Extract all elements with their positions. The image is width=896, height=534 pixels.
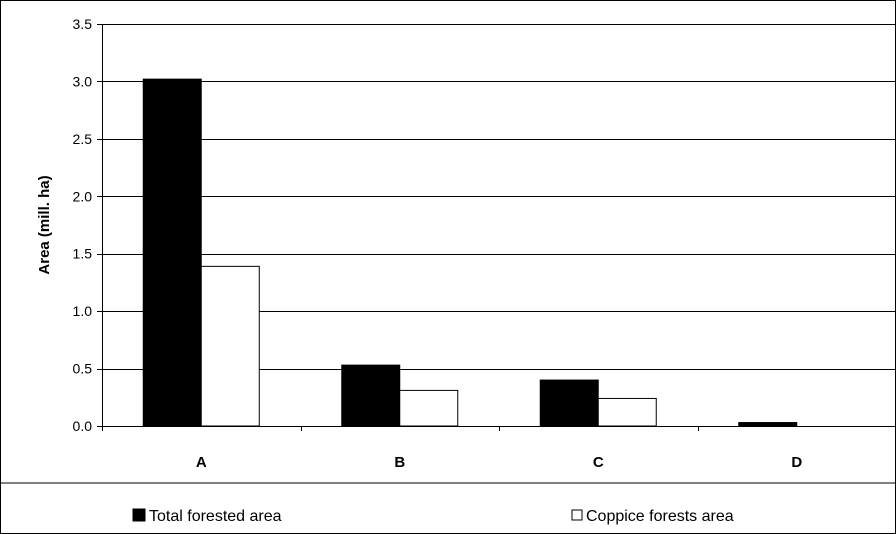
x-tick-labels: A B C D <box>196 454 803 471</box>
x-tick-label: C <box>593 454 604 471</box>
y-tick-label: 1.5 <box>73 246 93 262</box>
y-tick-label: 1.0 <box>73 303 93 319</box>
bar-total-forested-area-a <box>142 78 202 427</box>
y-tick-label: 0.5 <box>73 361 93 377</box>
bar-total-forested-area-c <box>539 379 599 427</box>
y-tick-label: 3.5 <box>73 16 93 32</box>
axes <box>97 24 896 431</box>
x-tick-label: A <box>196 454 207 471</box>
y-tick-label: 3.0 <box>73 73 93 89</box>
legend-swatch-coppice-forests-area <box>571 509 583 521</box>
bar-coppice-forests-area-c <box>597 397 657 427</box>
legend: Total forested area Coppice forests area <box>132 508 734 525</box>
y-tick-label: 2.5 <box>73 131 93 147</box>
legend-label-total-forested-area: Total forested area <box>149 508 282 525</box>
bar-total-forested-area-b <box>341 364 401 427</box>
y-tick-label: 2.0 <box>73 188 93 204</box>
bars <box>142 78 798 427</box>
bar-coppice-forests-area-a <box>200 265 260 427</box>
legend-label-coppice-forests-area: Coppice forests area <box>586 508 734 525</box>
y-tick-labels: 0.0 0.5 1.0 1.5 2.0 2.5 3.0 3.5 <box>73 16 93 434</box>
legend-swatch-total-forested-area <box>132 508 146 522</box>
bar-coppice-forests-area-b <box>399 389 459 427</box>
bar-total-forested-area-d <box>738 422 798 427</box>
y-axis-title: Area (mill. ha) <box>36 175 53 274</box>
x-tick-label: D <box>791 454 802 471</box>
y-tick-label: 0.0 <box>73 418 93 434</box>
x-tick-label: B <box>394 454 405 471</box>
